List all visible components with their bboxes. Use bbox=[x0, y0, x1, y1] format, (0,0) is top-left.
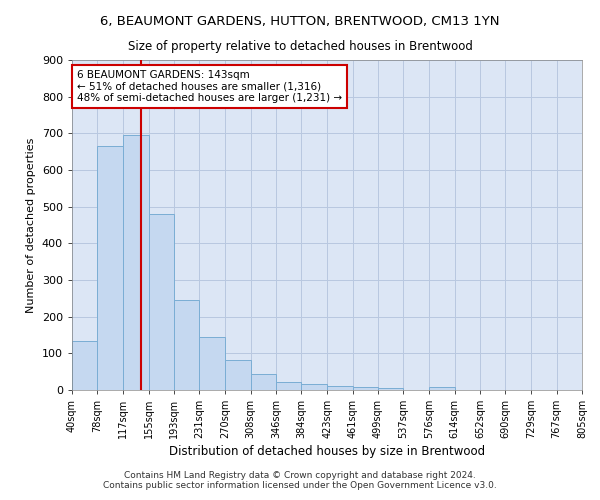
Bar bbox=[301, 384, 328, 390]
Text: Contains HM Land Registry data © Crown copyright and database right 2024.
Contai: Contains HM Land Registry data © Crown c… bbox=[103, 470, 497, 490]
Bar bbox=[199, 337, 226, 390]
Bar bbox=[149, 214, 174, 390]
Bar bbox=[430, 387, 455, 390]
Bar bbox=[353, 388, 378, 390]
Text: Size of property relative to detached houses in Brentwood: Size of property relative to detached ho… bbox=[128, 40, 472, 53]
Bar bbox=[251, 374, 276, 390]
Bar bbox=[328, 386, 353, 390]
Text: 6, BEAUMONT GARDENS, HUTTON, BRENTWOOD, CM13 1YN: 6, BEAUMONT GARDENS, HUTTON, BRENTWOOD, … bbox=[100, 15, 500, 28]
Bar bbox=[174, 300, 199, 390]
Bar bbox=[378, 388, 403, 390]
Text: 6 BEAUMONT GARDENS: 143sqm
← 51% of detached houses are smaller (1,316)
48% of s: 6 BEAUMONT GARDENS: 143sqm ← 51% of deta… bbox=[77, 70, 342, 103]
Y-axis label: Number of detached properties: Number of detached properties bbox=[26, 138, 36, 312]
Bar bbox=[276, 382, 301, 390]
Bar bbox=[226, 360, 251, 390]
Bar bbox=[72, 340, 97, 390]
Bar bbox=[124, 135, 149, 390]
X-axis label: Distribution of detached houses by size in Brentwood: Distribution of detached houses by size … bbox=[169, 446, 485, 458]
Bar bbox=[97, 146, 124, 390]
